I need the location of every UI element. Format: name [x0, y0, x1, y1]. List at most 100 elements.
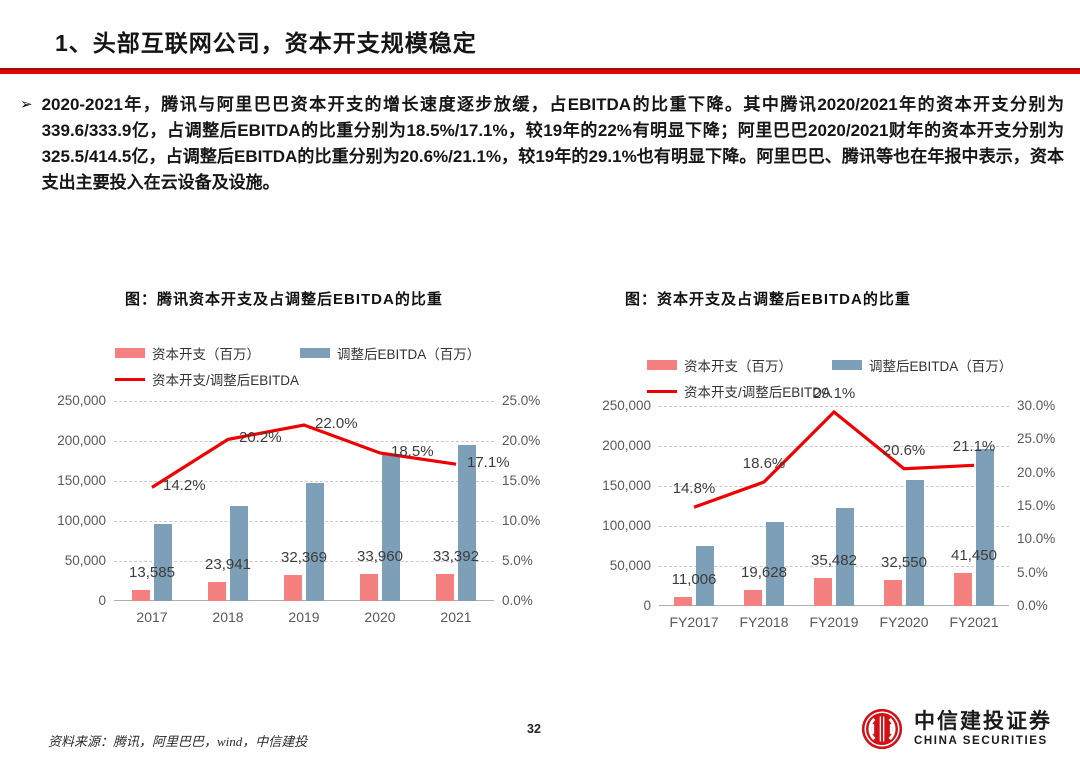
x-axis-labels: FY2017 FY2018 FY2019 FY2020 FY2021: [659, 614, 1009, 630]
right-percent-axis: 25.0% 20.0% 15.0% 10.0% 5.0% 0.0%: [494, 393, 550, 608]
ratio-percent-label: 18.5%: [391, 443, 434, 460]
ebitda-bar: [976, 449, 994, 606]
legend-row: 资本开支/调整后EBITDA: [647, 380, 1017, 402]
legend-item-capex: 资本开支（百万）: [647, 355, 832, 375]
capex-bar: [284, 575, 302, 601]
capex-bar: [132, 590, 150, 601]
logo-name-en: CHINA SECURITIES: [914, 735, 1048, 747]
gridline: [659, 566, 1009, 567]
legend-label: 资本开支（百万）: [152, 347, 260, 362]
ratio-percent-label: 17.1%: [467, 454, 510, 472]
category-label: FY2020: [879, 614, 929, 630]
right-axis-tick: 5.0%: [1017, 564, 1048, 580]
legend-row: 资本开支/调整后EBITDA: [115, 368, 485, 390]
gridline: [114, 521, 494, 522]
logo-name-cn: 中信建投证券: [914, 710, 1052, 733]
tencent-capex-chart: 图：腾讯资本开支及占调整后EBITDA的比重 资本开支（百万） 调整后EBITD…: [40, 280, 555, 650]
left-axis-tick: 200,000: [57, 433, 106, 448]
legend-label: 调整后EBITDA（百万）: [337, 347, 481, 362]
summary-paragraph: 2020-2021年，腾讯与阿里巴巴资本开支的增长速度逐步放缓，占EBITDA的…: [41, 95, 1064, 192]
legend-item-ratio: 资本开支/调整后EBITDA: [115, 369, 300, 389]
citic-emblem-icon: [861, 708, 903, 750]
right-axis-tick: 10.0%: [1017, 531, 1056, 547]
ebitda-bar: [230, 506, 248, 601]
left-axis-tick: 150,000: [57, 473, 106, 488]
ebitda-bar: [458, 445, 476, 601]
left-value-axis: 250,000 200,000 150,000 100,000 50,000 0: [40, 393, 114, 608]
left-axis-tick: 200,000: [602, 438, 651, 453]
category-label: 2018: [212, 609, 244, 625]
category-label: 2021: [440, 609, 472, 625]
plot-canvas: 13,585 23,941 32,369 33,960 33,392 14.2% 20.2%…: [114, 401, 510, 601]
right-axis-tick: 25.0%: [1017, 431, 1056, 447]
right-percent-axis: 30.0% 25.0% 20.0% 15.0% 10.0% 5.0% 0.0%: [1009, 398, 1065, 613]
x-axis-line: [114, 600, 494, 601]
capex-value-label: 33,960: [357, 548, 403, 565]
capex-bar: [674, 597, 692, 606]
ratio-percent-label: 29.1%: [812, 385, 856, 402]
right-axis-tick: 25.0%: [502, 393, 541, 408]
legend-label: 资本开支/调整后EBITDA: [684, 385, 832, 400]
ratio-percent-label: 21.1%: [952, 438, 996, 456]
gridline: [659, 406, 1009, 407]
ebitda-swatch-icon: [832, 360, 862, 370]
x-axis-line: [659, 605, 1009, 606]
capex-bar: [954, 573, 972, 606]
right-axis-tick: 15.0%: [1017, 498, 1056, 513]
legend-row: 资本开支（百万） 调整后EBITDA（百万）: [115, 342, 485, 364]
arrow-bullet-icon: ➢: [20, 96, 33, 113]
capex-value-label: 41,450: [951, 547, 997, 564]
right-axis-tick: 0.0%: [502, 593, 533, 608]
right-axis-tick: 5.0%: [502, 553, 533, 568]
legend-item-capex: 资本开支（百万）: [115, 343, 300, 363]
ratio-line-swatch-icon: [115, 377, 145, 381]
right-axis-tick: 15.0%: [502, 473, 541, 488]
ebitda-bar: [154, 524, 172, 601]
gridline: [659, 526, 1009, 527]
legend-label: 资本开支（百万）: [684, 359, 792, 374]
capex-swatch-icon: [647, 360, 677, 370]
ebitda-bar: [906, 480, 924, 606]
page-number: 32: [527, 722, 541, 736]
ratio-line-swatch-icon: [647, 389, 677, 393]
plot-area: 250,000 200,000 150,000 100,000 50,000 0 13,5…: [40, 393, 550, 608]
left-axis-tick: 250,000: [57, 393, 106, 408]
left-axis-tick: 250,000: [602, 398, 651, 413]
ratio-percent-label: 14.2%: [163, 477, 206, 495]
legend-label: 调整后EBITDA（百万）: [869, 359, 1013, 374]
left-axis-tick: 50,000: [609, 558, 651, 573]
ratio-percent-label: 18.6%: [742, 455, 786, 472]
source-note: 资料来源：腾讯，阿里巴巴，wind，中信建投: [48, 734, 308, 749]
legend-item-ratio: 资本开支/调整后EBITDA: [647, 381, 832, 401]
right-axis-tick: 20.0%: [1017, 464, 1056, 480]
ratio-percent-label: 22.0%: [315, 415, 358, 432]
left-axis-tick: 0: [643, 598, 651, 613]
logo-text: 中信建投证券 CHINA SECURITIES: [914, 710, 1052, 748]
ebitda-bar: [306, 483, 324, 601]
gridline: [114, 441, 494, 442]
chart-title: 图：腾讯资本开支及占调整后EBITDA的比重: [125, 291, 443, 308]
alibaba-capex-chart: 图：资本开支及占调整后EBITDA的比重 资本开支（百万） 调整后EBITDA（…: [585, 280, 1080, 650]
company-logo: 中信建投证券 CHINA SECURITIES: [859, 706, 1052, 752]
capex-bar: [814, 578, 832, 606]
capex-value-label: 23,941: [205, 556, 251, 573]
summary-block: ➢ 2020-2021年，腾讯与阿里巴巴资本开支的增长速度逐步放缓，占EBITD…: [20, 92, 1064, 196]
left-axis-tick: 50,000: [64, 553, 106, 568]
category-label: 2020: [364, 609, 396, 625]
category-label: FY2021: [949, 614, 999, 630]
x-axis-labels: 2017 2018 2019 2020 2021: [114, 609, 494, 625]
capex-bar: [360, 574, 378, 601]
capex-value-label: 32,550: [881, 554, 927, 571]
capex-value-label: 11,006: [671, 571, 717, 588]
chart-legend: 资本开支（百万） 调整后EBITDA（百万） 资本开支/调整后EBITDA: [647, 354, 1017, 406]
ratio-line: [693, 409, 975, 509]
chart-legend: 资本开支（百万） 调整后EBITDA（百万） 资本开支/调整后EBITDA: [115, 342, 485, 394]
capex-value-label: 19,628: [741, 564, 787, 581]
left-value-axis: 250,000 200,000 150,000 100,000 50,000 0: [585, 398, 659, 613]
gridline: [114, 561, 494, 562]
capex-bar: [208, 582, 226, 601]
left-axis-tick: 0: [98, 593, 106, 608]
ebitda-swatch-icon: [300, 348, 330, 358]
legend-item-ebitda: 调整后EBITDA（百万）: [832, 355, 1017, 375]
chart-title: 图：资本开支及占调整后EBITDA的比重: [625, 291, 911, 308]
